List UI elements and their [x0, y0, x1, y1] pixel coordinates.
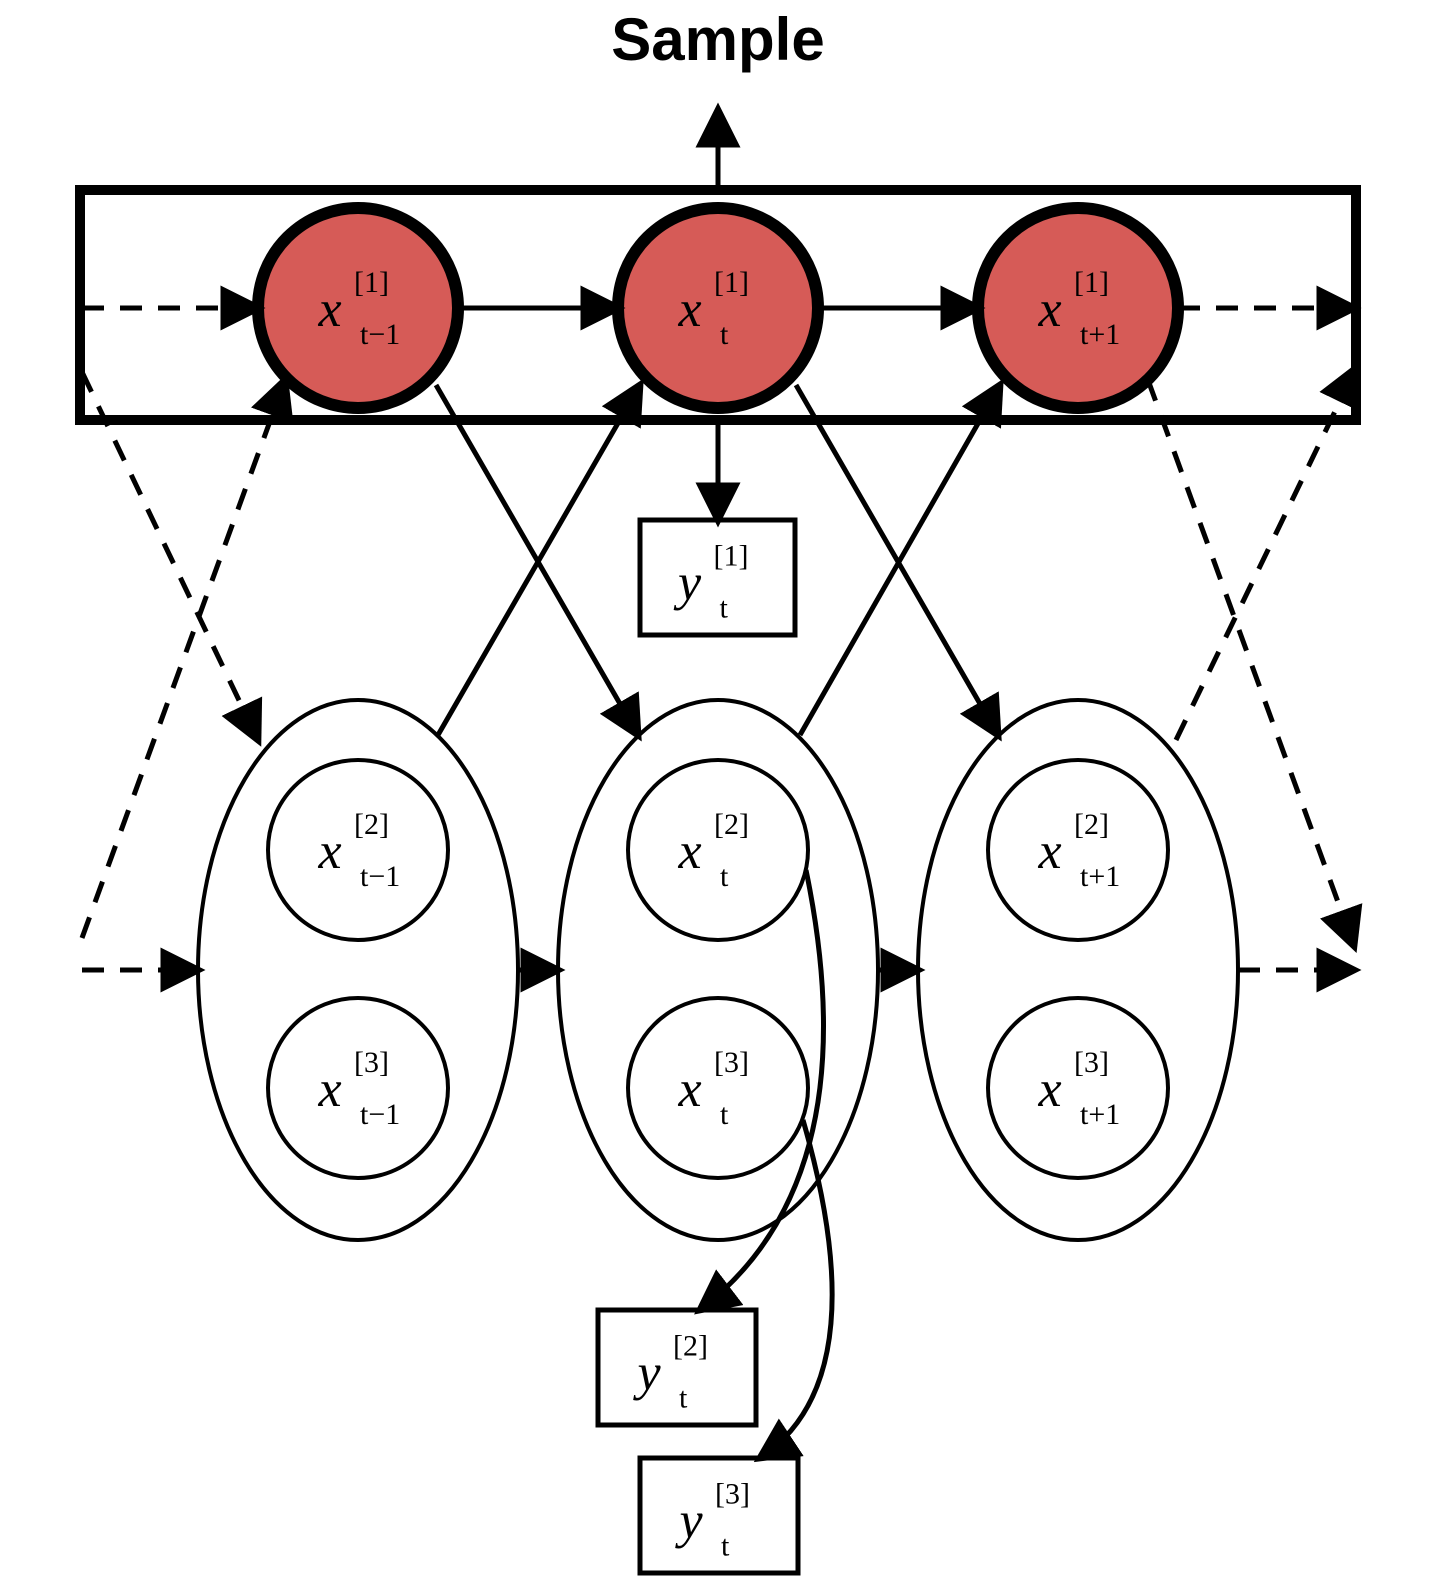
node-x2_t [628, 760, 808, 940]
svg-text:t: t [720, 860, 729, 893]
svg-text:[2]: [2] [354, 808, 389, 841]
math-label: yt [1] [673, 540, 749, 625]
edge-d_x1tp1_out [1148, 380, 1354, 946]
svg-text:t+1: t+1 [1080, 1098, 1120, 1131]
svg-text:[3]: [3] [714, 1046, 749, 1079]
svg-text:x: x [677, 281, 701, 338]
svg-text:t−1: t−1 [360, 318, 400, 351]
y3-box [640, 1458, 798, 1573]
svg-text:t: t [679, 1382, 688, 1415]
math-label: yt [3] [674, 1478, 750, 1563]
svg-text:[2]: [2] [714, 808, 749, 841]
svg-text:x: x [677, 823, 701, 880]
svg-text:t: t [721, 1530, 730, 1563]
diagram-canvas: Sample xt−1[1]xt[1]xt+1[1] yt[1] xt−1[2]… [0, 0, 1436, 1585]
edge-d_in_to_elltm1 [82, 372, 258, 740]
sample-title: Sample [611, 6, 824, 73]
node-x3_t [628, 998, 808, 1178]
node-x3_tm1 [268, 998, 448, 1178]
y2-box [598, 1310, 756, 1425]
svg-text:y: y [674, 1493, 703, 1550]
node-x1_tm1 [258, 208, 458, 408]
svg-text:t+1: t+1 [1080, 860, 1120, 893]
svg-text:[1]: [1] [1074, 266, 1109, 299]
svg-text:x: x [1037, 281, 1061, 338]
edge-d_in_to_x1tm1 [82, 380, 285, 938]
svg-text:t: t [720, 318, 729, 351]
svg-text:[2]: [2] [1074, 808, 1109, 841]
svg-text:[3]: [3] [354, 1046, 389, 1079]
svg-text:x: x [1037, 823, 1061, 880]
svg-text:[2]: [2] [673, 1330, 708, 1363]
svg-text:x: x [677, 1061, 701, 1118]
svg-text:x: x [317, 823, 341, 880]
y1-box [640, 520, 795, 635]
svg-text:[3]: [3] [1074, 1046, 1109, 1079]
svg-text:x: x [317, 281, 341, 338]
node-x2_tp1 [988, 760, 1168, 940]
svg-text:[1]: [1] [714, 540, 749, 573]
edge-x3t_to_y3 [760, 1120, 832, 1458]
svg-text:[1]: [1] [714, 266, 749, 299]
svg-text:t−1: t−1 [360, 1098, 400, 1131]
node-x1_tp1 [978, 208, 1178, 408]
svg-text:t+1: t+1 [1080, 318, 1120, 351]
svg-text:[3]: [3] [715, 1478, 750, 1511]
node-x3_tp1 [988, 998, 1168, 1178]
node-x1_t [618, 208, 818, 408]
svg-text:y: y [632, 1345, 661, 1402]
svg-text:y: y [673, 555, 702, 612]
math-label: yt [2] [632, 1330, 708, 1415]
svg-text:x: x [317, 1061, 341, 1118]
svg-text:[1]: [1] [354, 266, 389, 299]
svg-text:t: t [720, 592, 729, 625]
svg-text:t: t [720, 1098, 729, 1131]
node-x2_tm1 [268, 760, 448, 940]
svg-text:x: x [1037, 1061, 1061, 1118]
svg-text:t−1: t−1 [360, 860, 400, 893]
